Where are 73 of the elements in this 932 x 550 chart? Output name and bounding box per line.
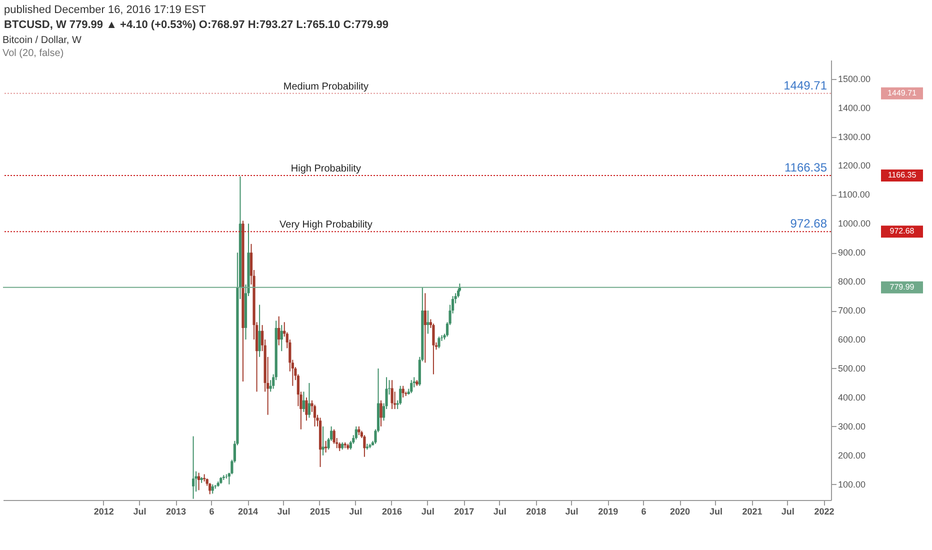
y-tick-label: 600.00 (838, 334, 866, 345)
candlestick (198, 472, 200, 491)
candlestick (438, 336, 440, 349)
candlestick (313, 404, 316, 427)
candlestick (432, 323, 435, 375)
y-tick-label: 400.00 (838, 392, 866, 402)
x-tick-label: Jul (421, 506, 434, 516)
chart-title: Bitcoin / Dollar, W (2, 35, 82, 46)
text: published December 16, 2016 17:19 EST (4, 3, 207, 18)
candlestick (354, 426, 358, 440)
candlestick (399, 385, 402, 406)
x-tick-label: 2016 (382, 506, 402, 516)
text: 1166.35 (888, 170, 916, 180)
ref-line-label: High Probability (290, 163, 361, 174)
text: 972.68 (890, 226, 914, 236)
x-tick-label: 6 (209, 506, 214, 516)
x-tick-label: 2018 (526, 506, 546, 516)
text: 1449.71 (888, 88, 916, 98)
candlestick (380, 400, 382, 427)
annotation: 1449.71 (784, 78, 828, 92)
candlestick (424, 292, 426, 364)
candlestick (280, 324, 283, 352)
annotation: 972.68 (790, 216, 828, 231)
ref-line-label: Medium Probability (283, 81, 368, 92)
text: Vol (20, false) (2, 48, 64, 59)
y-tick-label: 200.00 (838, 450, 866, 460)
x-tick-label: Jul (565, 506, 578, 516)
candlestick (308, 382, 311, 418)
y-tick-label: 1500.00 (838, 74, 871, 84)
x-tick-label: 2021 (742, 506, 762, 516)
ref-line-label: Very High Probability (280, 220, 372, 231)
x-tick-label: Jul (349, 506, 362, 516)
candlestick (278, 316, 280, 346)
text: 779.99 (890, 282, 915, 292)
x-tick-label: 2020 (670, 506, 690, 516)
candlestick (324, 440, 328, 453)
candlestick (363, 434, 366, 458)
candlestick (410, 380, 413, 394)
x-tick-label: Jul (781, 506, 794, 516)
x-tick-label: 2014 (238, 506, 258, 516)
candlestick (322, 426, 324, 456)
x-tick-label: 2022 (814, 506, 834, 516)
x-tick-label: Jul (709, 506, 722, 516)
y-tick-label: 700.00 (838, 306, 866, 316)
candlestick (302, 391, 306, 412)
chart-subtitle: BTCUSD, W 779.99 ▲ +4.10 (+0.53%) O:768.97 H:793.27 L:765.10 C:779.99 (4, 18, 390, 33)
y-tick-label: 1200.00 (838, 160, 871, 171)
candlestick (192, 436, 195, 500)
x-tick-label: 2017 (454, 506, 474, 516)
x-tick-label: 6 (641, 506, 646, 516)
y-tick-label: 1100.00 (838, 190, 870, 200)
x-tick-label: Jul (493, 506, 506, 516)
candlestick (305, 396, 308, 422)
candlestick (208, 482, 212, 495)
y-tick-label: 800.00 (838, 276, 866, 287)
candlestick (258, 304, 261, 358)
x-tick-label: Jul (133, 506, 146, 516)
candlestick (332, 428, 336, 444)
y-tick-label: 1000.00 (838, 218, 871, 229)
x-tick-label: 2019 (598, 506, 618, 516)
annotation: 1166.35 (784, 160, 828, 174)
x-tick-label: 2012 (94, 506, 114, 516)
y-tick-label: 1300.00 (838, 132, 871, 142)
x-tick-label: Jul (277, 506, 290, 516)
y-tick-label: 1400.00 (838, 102, 871, 113)
x-tick-label: 2013 (166, 506, 186, 516)
y-tick-label: 300.00 (838, 421, 866, 432)
y-tick-label: 500.00 (838, 363, 866, 374)
candlestick (390, 380, 394, 410)
y-tick-label: 100.00 (838, 479, 866, 490)
x-tick-label: 2015 (310, 506, 330, 516)
candlestick (426, 310, 430, 334)
y-tick-label: 900.00 (838, 248, 866, 258)
